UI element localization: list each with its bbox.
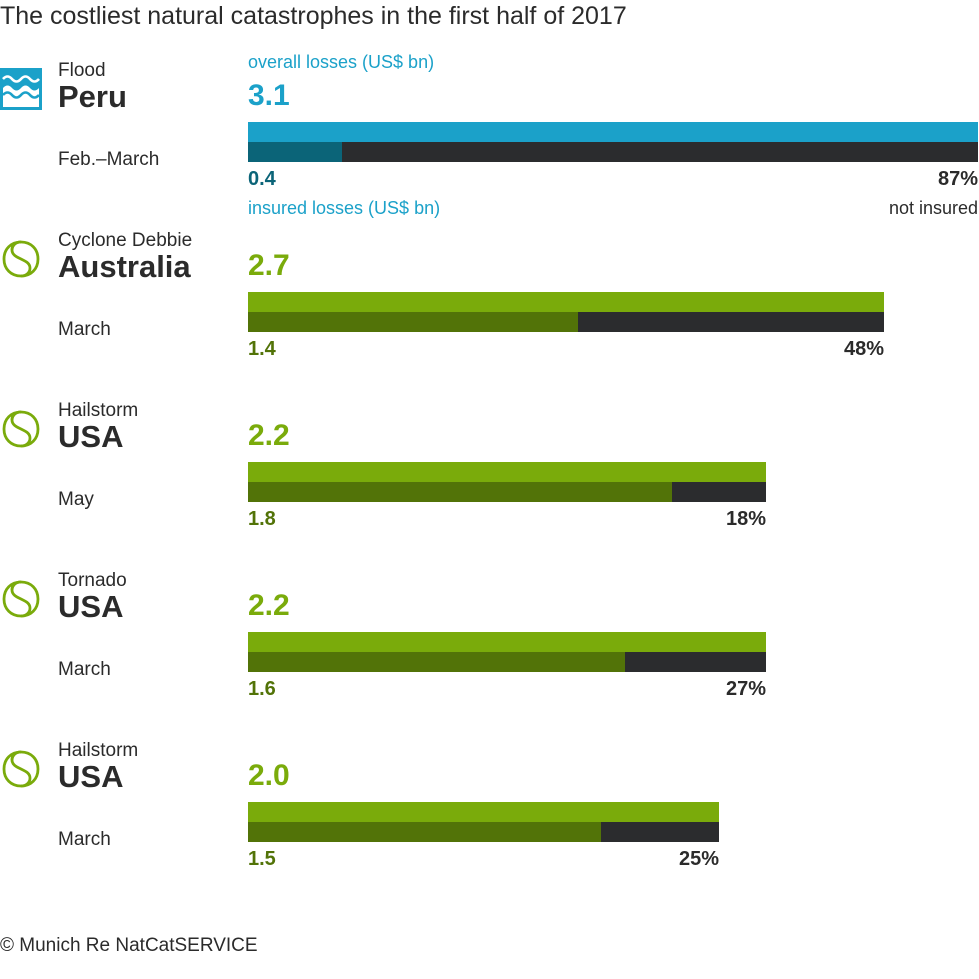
event-row: Hailstorm USA May 2.2 1.8 18%: [0, 400, 979, 590]
overall-loss-value: 2.2: [248, 589, 290, 622]
event-date-label: March: [58, 319, 111, 340]
insured-loss-bar: [248, 312, 578, 332]
event-country-label: USA: [58, 419, 124, 454]
event-country-label: Australia: [58, 249, 191, 284]
insured-loss-value: 1.4: [248, 338, 276, 360]
insured-loss-value: 1.6: [248, 678, 276, 700]
event-date-label: March: [58, 659, 111, 680]
event-type-label: Cyclone Debbie: [58, 230, 193, 251]
event-type-label: Hailstorm: [58, 740, 139, 761]
insured-loss-bar: [248, 482, 672, 502]
event-date-label: March: [58, 829, 111, 850]
event-type-label: Flood: [58, 60, 106, 81]
uninsured-loss-bar: [248, 142, 978, 162]
chart-title: The costliest natural catastrophes in th…: [0, 2, 627, 30]
source-credit: © Munich Re NatCatSERVICE: [0, 935, 258, 956]
overall-loss-value: 3.1: [248, 79, 290, 112]
not-insured-percent: 18%: [725, 508, 766, 530]
overall-loss-value: 2.0: [248, 759, 290, 792]
overall-loss-value: 2.2: [248, 419, 290, 452]
not-insured-caption: not insured: [888, 198, 978, 218]
flood-icon: [0, 68, 42, 110]
insured-loss-bar: [248, 822, 601, 842]
insured-losses-caption: insured losses (US$ bn): [248, 198, 441, 218]
overall-loss-bar: [248, 632, 766, 652]
event-date-label: Feb.–March: [58, 149, 160, 170]
insured-loss-value: 1.8: [248, 508, 276, 530]
not-insured-percent: 87%: [937, 168, 978, 190]
event-country-label: USA: [58, 759, 124, 794]
not-insured-percent: 27%: [725, 678, 766, 700]
storm-icon: [2, 750, 40, 788]
storm-icon: [2, 240, 40, 278]
event-row: Flood Peru Feb.–March overall losses (US$ b…: [0, 52, 979, 250]
event-type-label: Hailstorm: [58, 400, 139, 421]
not-insured-percent: 25%: [678, 848, 719, 870]
insured-loss-bar: [248, 142, 342, 162]
insured-loss-value: 1.5: [248, 848, 276, 870]
event-country-label: Peru: [58, 79, 127, 114]
insured-loss-bar: [248, 652, 625, 672]
overall-loss-value: 2.7: [248, 249, 290, 282]
event-country-label: USA: [58, 589, 124, 624]
storm-icon: [2, 410, 40, 448]
insured-loss-value: 0.4: [248, 168, 276, 190]
overall-losses-caption: overall losses (US$ bn): [248, 52, 435, 72]
event-type-label: Tornado: [58, 570, 127, 591]
event-row: Hailstorm USA March 2.0 1.5 25%: [0, 740, 979, 930]
storm-icon: [2, 580, 40, 618]
event-row: Cyclone Debbie Australia March 2.7 1.4 48%: [0, 230, 979, 420]
overall-loss-bar: [248, 122, 978, 142]
overall-loss-bar: [248, 462, 766, 482]
not-insured-percent: 48%: [843, 338, 884, 360]
event-date-label: May: [58, 489, 94, 510]
overall-loss-bar: [248, 292, 884, 312]
overall-loss-bar: [248, 802, 719, 822]
event-row: Tornado USA March 2.2 1.6 27%: [0, 570, 979, 760]
